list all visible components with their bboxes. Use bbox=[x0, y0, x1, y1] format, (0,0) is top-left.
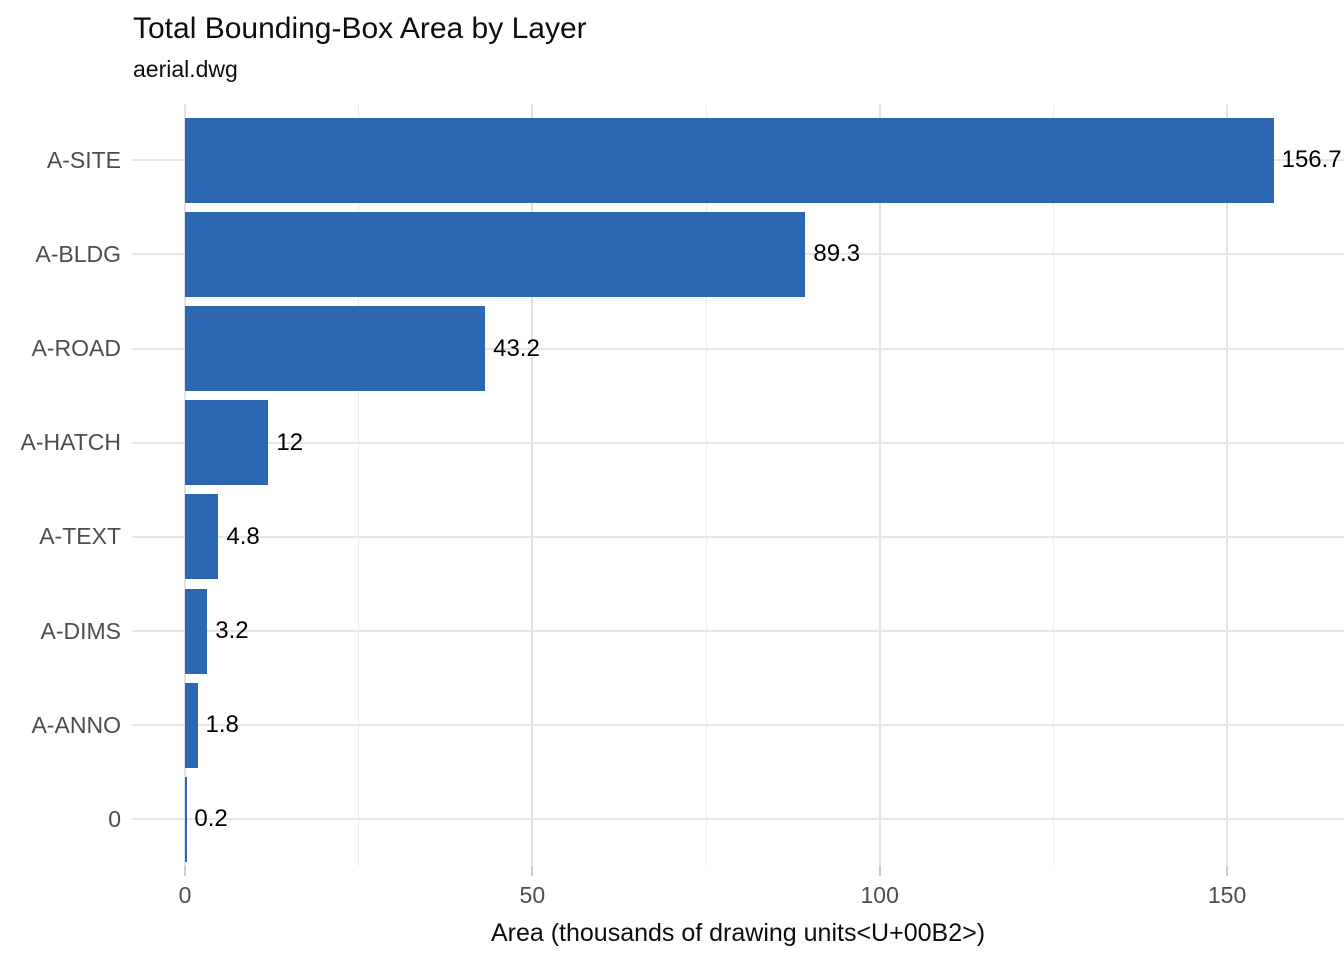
bar-a-road bbox=[185, 306, 486, 392]
gridline-horizontal bbox=[132, 441, 1344, 444]
gridline-horizontal bbox=[132, 535, 1344, 538]
gridline-vertical-major bbox=[878, 104, 881, 866]
gridline-horizontal bbox=[132, 347, 1344, 350]
chart-subtitle: aerial.dwg bbox=[133, 56, 238, 82]
gridline-vertical-minor bbox=[358, 104, 360, 866]
x-axis-tick-label: 0 bbox=[178, 882, 192, 908]
bar-a-bldg bbox=[185, 211, 806, 297]
bar-0 bbox=[185, 776, 187, 862]
y-axis-category-label: A-TEXT bbox=[39, 523, 121, 550]
bar-value-label: 12 bbox=[276, 428, 304, 456]
x-axis-title: Area (thousands of drawing units<U+00B2>… bbox=[490, 919, 986, 947]
y-axis-category-label: 0 bbox=[108, 805, 121, 832]
bar-value-label: 43.2 bbox=[493, 334, 540, 362]
x-axis-tick-mark bbox=[1226, 866, 1229, 876]
bar-value-label: 1.8 bbox=[205, 711, 239, 739]
bar-a-anno bbox=[185, 682, 198, 768]
y-axis-category-label: A-SITE bbox=[46, 146, 121, 173]
y-axis-category-label: A-DIMS bbox=[40, 617, 122, 644]
y-axis-category-label: A-ANNO bbox=[31, 711, 121, 738]
bar-value-label: 89.3 bbox=[813, 240, 861, 268]
x-axis-tick-label: 100 bbox=[860, 882, 899, 908]
x-axis-tick-label: 150 bbox=[1207, 882, 1247, 908]
gridline-vertical-major bbox=[1226, 104, 1229, 866]
bar-a-hatch bbox=[185, 400, 269, 486]
gridline-vertical-minor bbox=[1052, 104, 1054, 866]
x-axis-tick-label: 50 bbox=[519, 882, 546, 908]
y-axis-category-label: A-ROAD bbox=[31, 335, 121, 362]
gridline-vertical-minor bbox=[705, 104, 707, 866]
gridline-horizontal bbox=[132, 724, 1344, 727]
x-axis-tick-mark bbox=[531, 866, 534, 876]
bar-value-label: 0.2 bbox=[194, 805, 228, 833]
x-axis-tick-mark bbox=[878, 866, 881, 876]
y-axis-category-label: A-HATCH bbox=[20, 429, 121, 456]
gridline-vertical-major bbox=[531, 104, 534, 866]
bar-value-label: 4.8 bbox=[226, 522, 260, 550]
x-axis-tick-mark bbox=[184, 866, 186, 876]
bar-a-site bbox=[185, 117, 1274, 203]
gridline-horizontal bbox=[132, 630, 1344, 633]
bar-a-dims bbox=[185, 588, 208, 674]
bar-a-text bbox=[185, 494, 219, 580]
bar-value-label: 3.2 bbox=[215, 617, 249, 645]
bar-value-label: 156.7 bbox=[1281, 146, 1342, 174]
gridline-horizontal bbox=[132, 818, 1344, 821]
y-axis-category-label: A-BLDG bbox=[35, 240, 121, 267]
chart-title: Total Bounding-Box Area by Layer bbox=[133, 12, 587, 45]
